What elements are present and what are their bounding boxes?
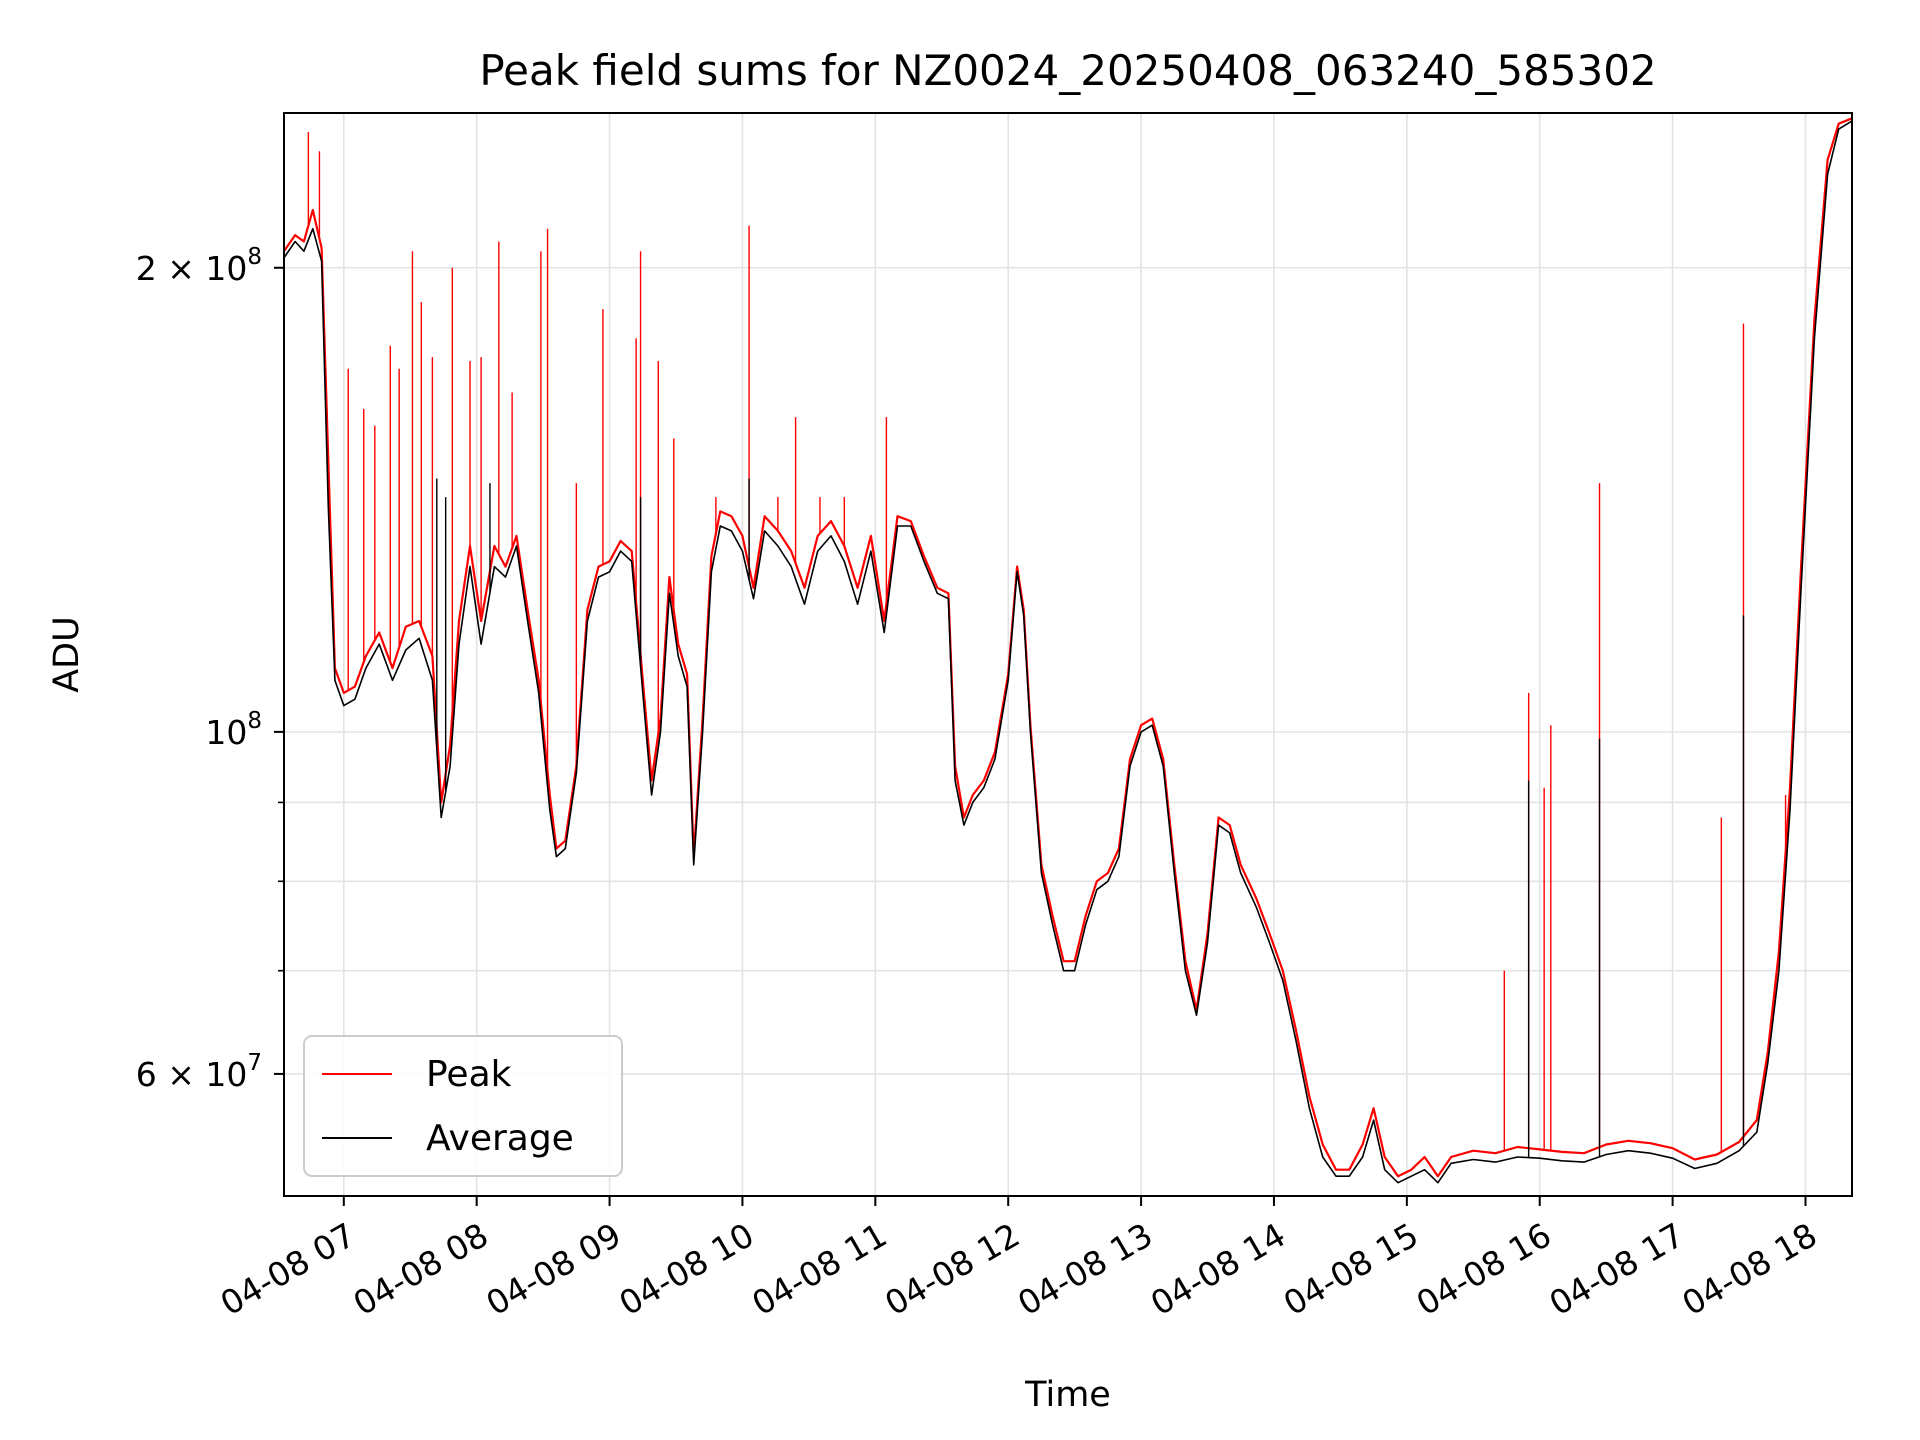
y-tick-exponent: 8 [247, 244, 262, 270]
chart-title: Peak field sums for NZ0024_20250408_0632… [479, 46, 1656, 95]
grid [284, 113, 1852, 1196]
y-tick-exponent: 7 [247, 1050, 262, 1076]
legend: Peak Average [303, 1035, 623, 1177]
y-tick-base: 10 [205, 713, 247, 752]
y-tick-label: 2 × 108 [136, 244, 262, 288]
legend-label-average: Average [426, 1118, 574, 1159]
legend-box [303, 1035, 623, 1177]
series-layer [283, 117, 1853, 1184]
legend-label-peak: Peak [426, 1054, 512, 1095]
y-axis-title: ADU [47, 616, 87, 693]
series-line-average [283, 120, 1853, 1184]
y-tick-exponent: 8 [247, 708, 262, 734]
y-tick-base: 2 × 10 [136, 249, 248, 288]
y-tick-base: 6 × 10 [136, 1055, 248, 1094]
y-tick-label: 108 [205, 708, 262, 752]
series-line-peak [283, 117, 1853, 1178]
y-tick-label: 6 × 107 [136, 1050, 262, 1094]
x-axis-title: Time [1024, 1375, 1111, 1415]
plot-frame [283, 112, 1853, 1197]
